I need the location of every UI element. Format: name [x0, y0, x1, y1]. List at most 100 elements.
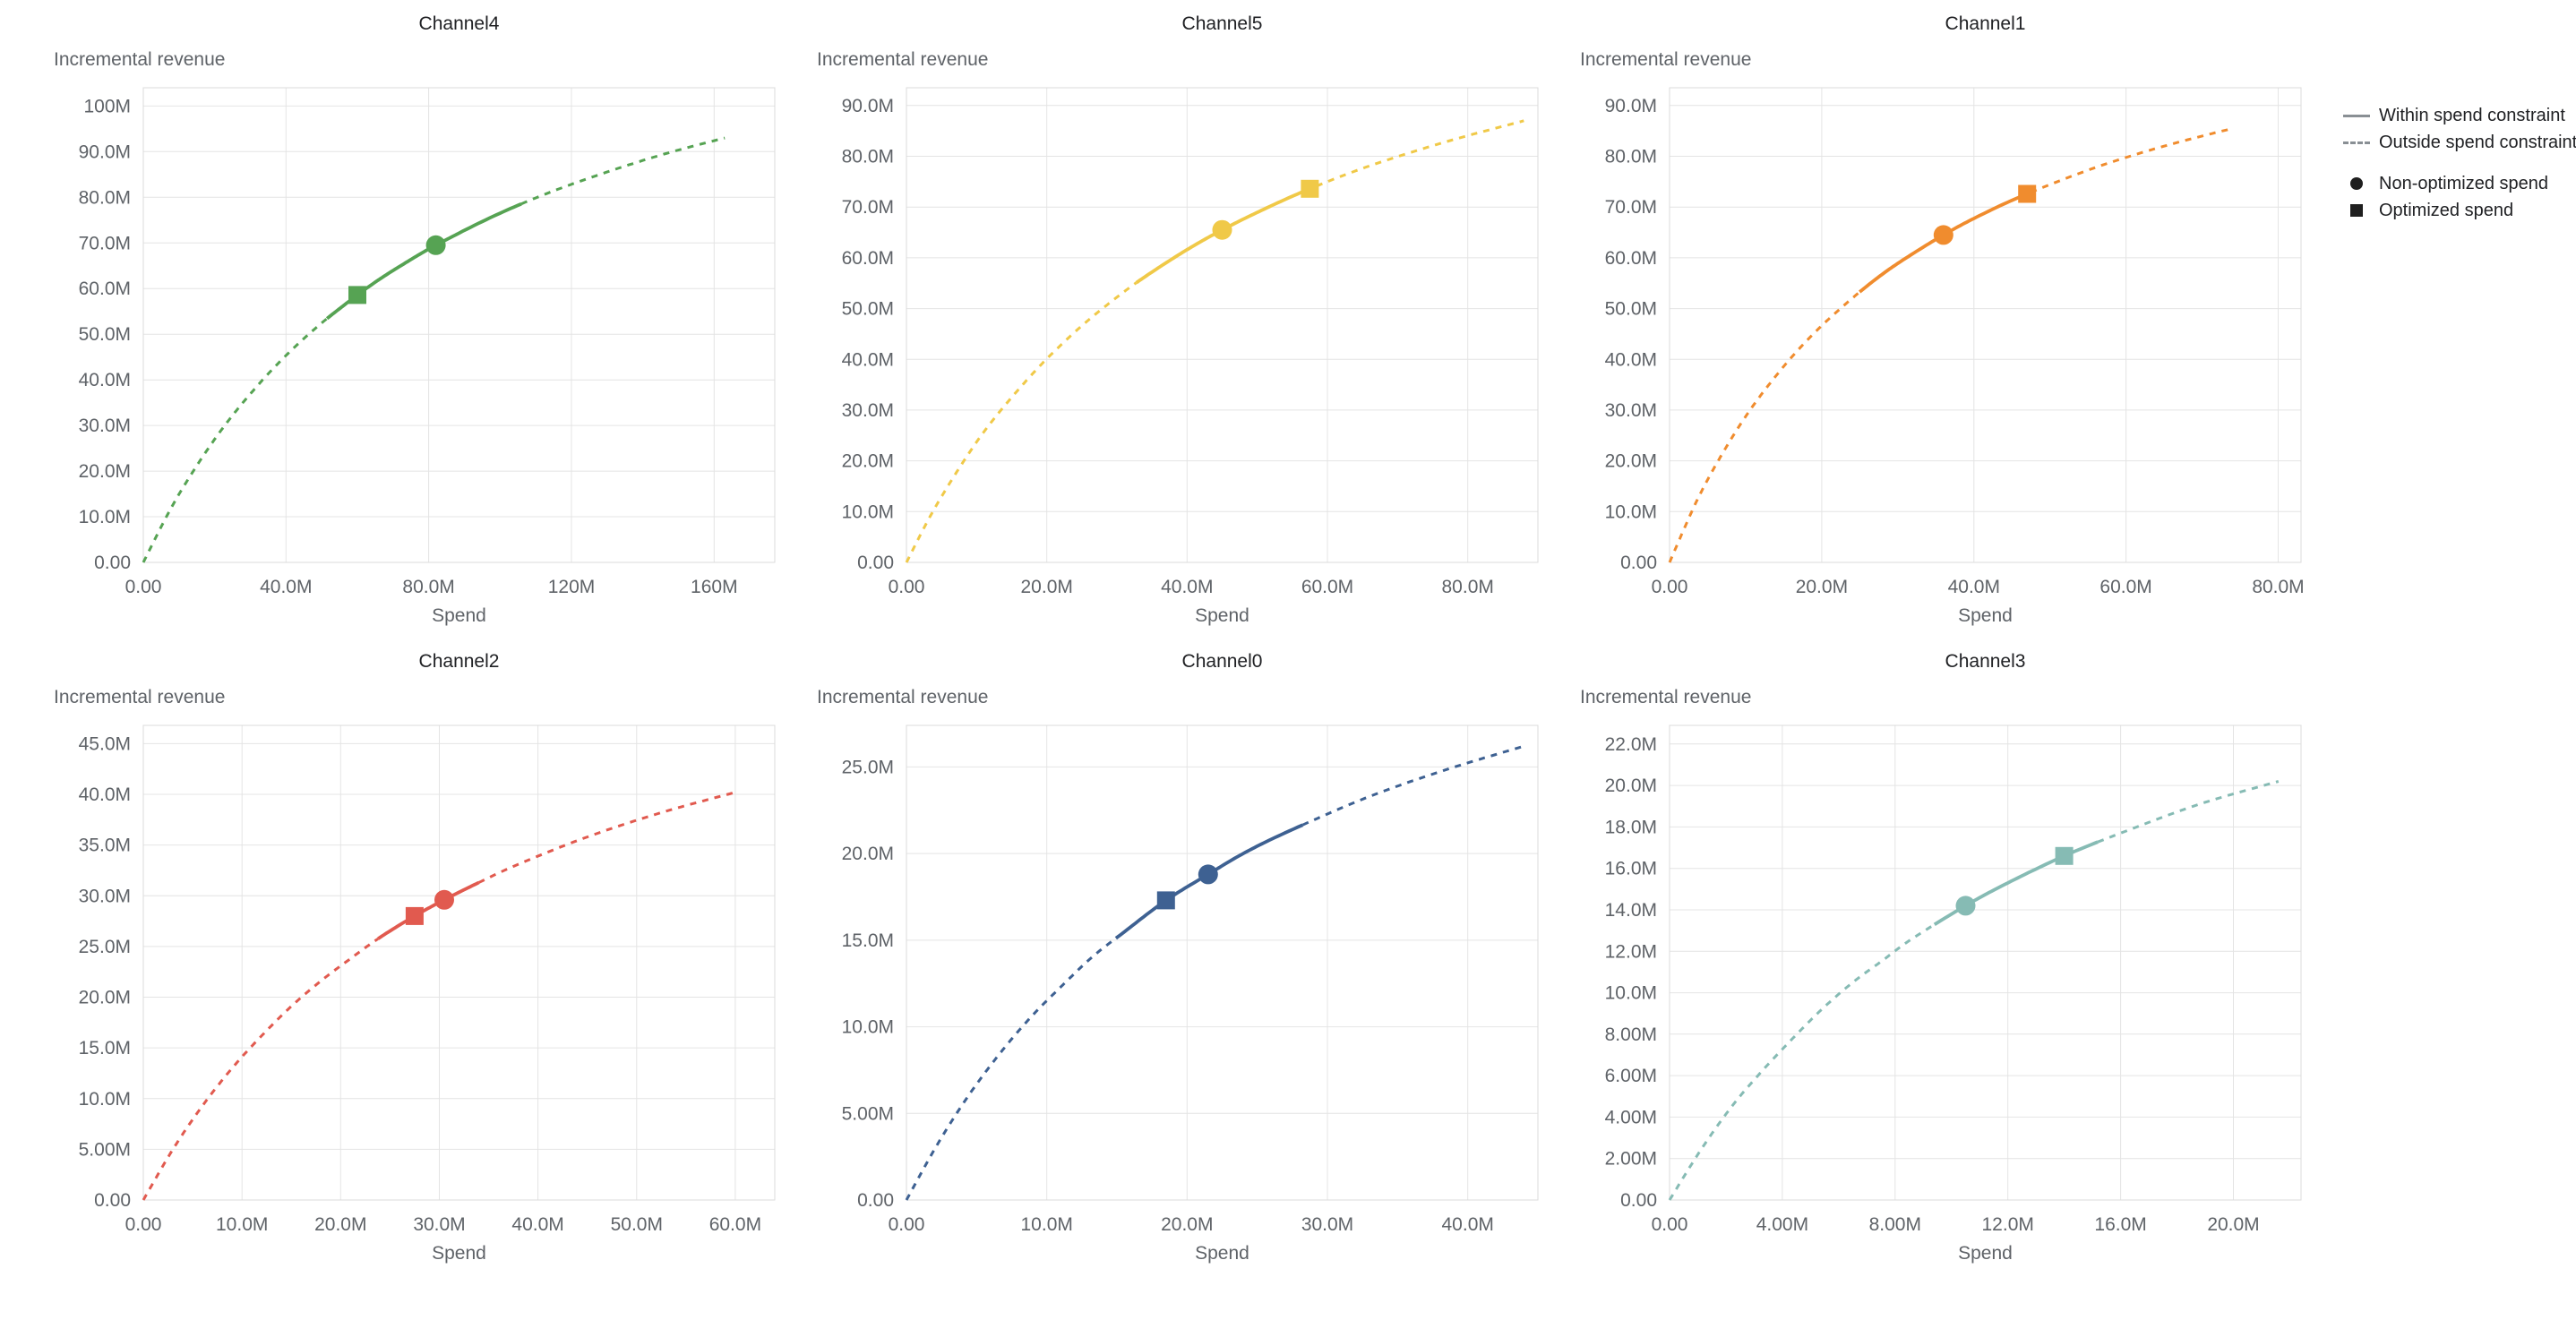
x-tick-label: 40.0M [1161, 577, 1213, 597]
x-tick-label: 4.00M [1756, 1214, 1808, 1235]
curve-outside-constraint [477, 791, 736, 884]
non-optimized-spend-marker [1933, 225, 1953, 245]
y-tick-label: 30.0M [79, 416, 131, 436]
chart-plot: 0.00 10.0M 20.0M 30.0M 40.0M 0.00 5.00M 10.0M 15… [817, 716, 1580, 1272]
y-tick-label: 0.00 [94, 553, 131, 573]
legend-item: Within spend constraint [2343, 102, 2567, 129]
curve-outside-constraint [1301, 744, 1524, 827]
y-tick-label: 5.00M [79, 1139, 131, 1160]
y-tick-label: 15.0M [842, 930, 894, 951]
x-tick-label: 30.0M [413, 1214, 465, 1235]
x-tick-label: 12.0M [1982, 1214, 2034, 1235]
y-tick-label: 20.0M [79, 461, 131, 482]
legend-label: Outside spend constraint [2379, 132, 2576, 152]
chart-canvas: 0.00 20.0M 40.0M 60.0M 80.0M 0.00 10.0M 20.0M 30… [842, 87, 1539, 626]
x-tick-label: 20.0M [1021, 577, 1073, 597]
y-tick-label: 0.00 [857, 1190, 894, 1211]
y-tick-label: 8.00M [1605, 1024, 1657, 1045]
curve-outside-constraint [1668, 290, 1861, 563]
non-optimized-spend-marker [1955, 896, 1976, 916]
chart-title: Channel3 [1945, 651, 2026, 672]
y-tick-label: 45.0M [79, 733, 131, 754]
x-tick-label: 0.00 [1652, 1214, 1688, 1235]
y-axis-title: Incremental revenue [1580, 49, 1752, 70]
plot-border [1669, 87, 2302, 563]
square-icon [2350, 204, 2363, 217]
x-tick-label: 0.00 [889, 1214, 925, 1235]
y-tick-label: 20.0M [1605, 776, 1657, 796]
x-tick-label: 60.0M [1301, 577, 1353, 597]
x-tick-label: 0.00 [125, 1214, 162, 1235]
legend-item: Non-optimized spend [2343, 170, 2567, 197]
x-tick-label: 10.0M [1021, 1214, 1073, 1235]
y-axis-title: Incremental revenue [817, 687, 989, 707]
x-tick-label: 10.0M [216, 1214, 268, 1235]
x-axis-label: Spend [1958, 605, 2013, 626]
non-optimized-spend-marker [1212, 219, 1232, 240]
legend-label: Within spend constraint [2379, 105, 2565, 125]
legend-label: Optimized spend [2379, 200, 2514, 220]
y-tick-label: 10.0M [79, 1089, 131, 1110]
charts-row-bottom: Channel2 Incremental revenue 0.00 10.0M 20… [54, 650, 2576, 1272]
chart-title: Channel1 [1945, 13, 2026, 34]
chart: Channel5 Incremental revenue 0.00 20.0M 40… [817, 13, 1580, 634]
x-tick-label: 20.0M [1161, 1214, 1213, 1235]
x-tick-label: 0.00 [1652, 577, 1688, 597]
optimized-spend-marker [1156, 891, 1175, 910]
y-tick-label: 6.00M [1605, 1066, 1657, 1086]
y-tick-label: 16.0M [1605, 859, 1657, 879]
y-tick-label: 12.0M [1605, 941, 1657, 962]
x-tick-label: 16.0M [2094, 1214, 2146, 1235]
y-tick-label: 0.00 [1620, 553, 1657, 573]
y-tick-label: 80.0M [842, 147, 894, 167]
curve-outside-constraint [905, 937, 1117, 1201]
x-tick-label: 0.00 [889, 577, 925, 597]
y-tick-label: 25.0M [79, 937, 131, 957]
optimized-spend-marker [405, 906, 424, 925]
legend-label: Non-optimized spend [2379, 173, 2548, 193]
chart-plot: 0.00 10.0M 20.0M 30.0M 40.0M 50.0M 60.0M 0.00 5.… [54, 716, 817, 1272]
y-tick-label: 60.0M [842, 248, 894, 269]
chart: Channel0 Incremental revenue 0.00 10.0M 20… [817, 650, 1580, 1272]
x-tick-label: 50.0M [611, 1214, 663, 1235]
y-tick-label: 20.0M [1605, 451, 1657, 472]
y-tick-label: 30.0M [842, 400, 894, 421]
x-tick-label: 40.0M [1442, 1214, 1494, 1235]
optimized-spend-marker [1301, 179, 1319, 198]
y-tick-label: 35.0M [79, 836, 131, 856]
y-tick-label: 20.0M [842, 451, 894, 472]
x-axis-label: Spend [1195, 605, 1249, 626]
y-tick-label: 5.00M [842, 1103, 894, 1124]
y-axis-title: Incremental revenue [1580, 687, 1752, 707]
x-tick-label: 40.0M [511, 1214, 563, 1235]
y-tick-label: 30.0M [1605, 400, 1657, 421]
x-tick-label: 40.0M [260, 577, 312, 597]
x-tick-label: 40.0M [1948, 577, 2000, 597]
x-tick-label: 80.0M [1442, 577, 1494, 597]
chart-title: Channel5 [1181, 13, 1263, 34]
y-tick-label: 60.0M [1605, 248, 1657, 269]
y-tick-label: 0.00 [857, 553, 894, 573]
solid-line-icon [2343, 114, 2370, 117]
curve-outside-constraint [905, 281, 1138, 563]
curve-outside-constraint [520, 136, 726, 206]
chart: Channel3 Incremental revenue 0.00 4.00M 8.… [1580, 650, 2343, 1272]
y-tick-label: 60.0M [79, 279, 131, 299]
y-tick-label: 20.0M [842, 844, 894, 864]
y-axis-title: Incremental revenue [817, 49, 989, 70]
y-tick-label: 15.0M [79, 1038, 131, 1059]
non-optimized-spend-marker [425, 235, 446, 255]
y-tick-label: 20.0M [79, 988, 131, 1008]
plot-border [142, 724, 776, 1201]
circle-icon [2350, 177, 2363, 190]
chart-title: Channel4 [418, 13, 500, 34]
chart-title: Channel0 [1181, 651, 1263, 672]
chart-plot: 0.00 4.00M 8.00M 12.0M 16.0M 20.0M 0.00 2.00M 4.… [1580, 716, 2343, 1272]
curve-outside-constraint [2097, 780, 2280, 844]
y-tick-label: 90.0M [1605, 96, 1657, 116]
chart-plot: 0.00 20.0M 40.0M 60.0M 80.0M 0.00 10.0M 20.0M 30… [1580, 79, 2343, 634]
chart: Channel4 Incremental revenue 0.00 40.0M 80… [54, 13, 817, 634]
curve-outside-constraint [142, 937, 380, 1201]
x-tick-label: 8.00M [1869, 1214, 1921, 1235]
non-optimized-spend-marker [434, 889, 454, 910]
